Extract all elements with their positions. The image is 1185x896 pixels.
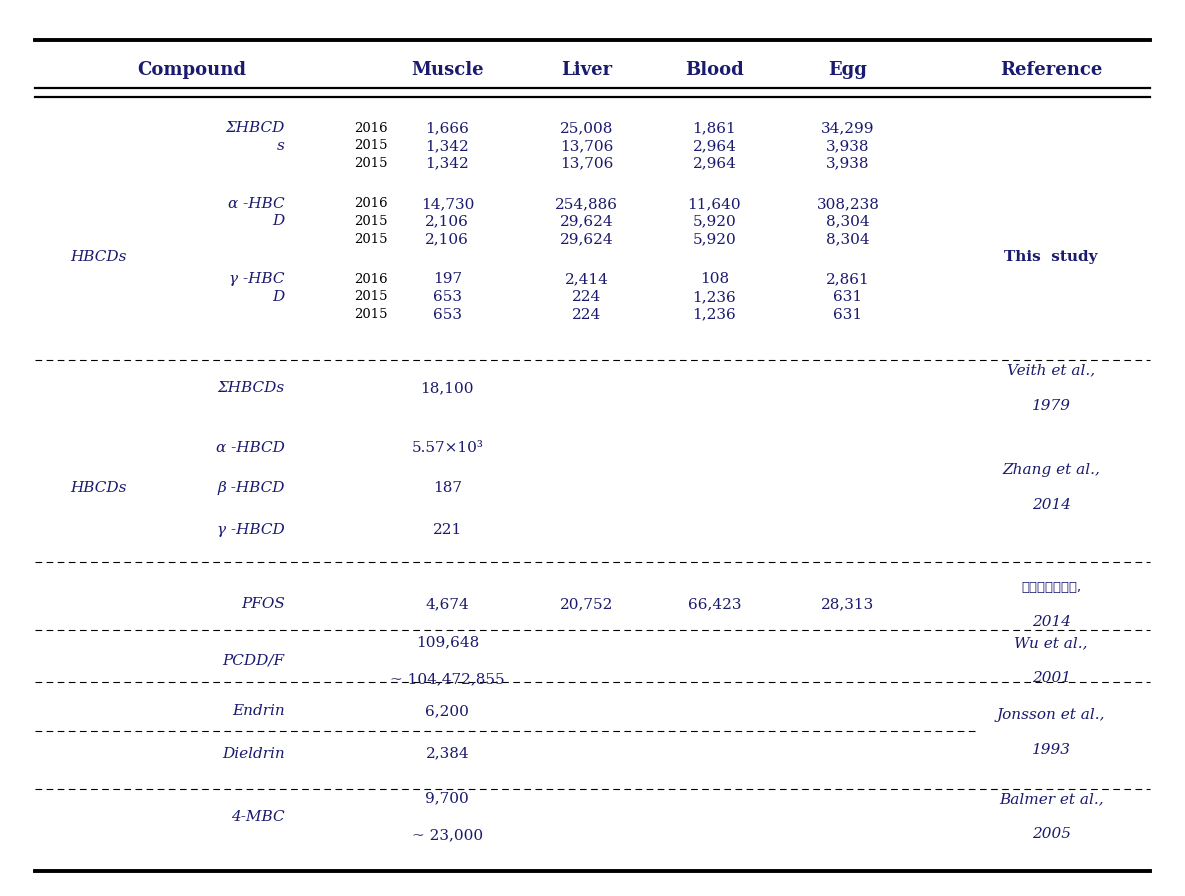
Text: HBCDs: HBCDs bbox=[71, 250, 127, 263]
Text: D: D bbox=[273, 290, 284, 304]
Text: 2,964: 2,964 bbox=[692, 157, 736, 170]
Text: 11,640: 11,640 bbox=[687, 197, 742, 211]
Text: Liver: Liver bbox=[562, 62, 613, 80]
Text: 3,938: 3,938 bbox=[826, 139, 870, 153]
Text: Muscle: Muscle bbox=[411, 62, 483, 80]
Text: 2014: 2014 bbox=[1032, 498, 1071, 512]
Text: 13,706: 13,706 bbox=[561, 157, 614, 170]
Text: 4-MBC: 4-MBC bbox=[231, 810, 284, 823]
Text: D: D bbox=[273, 214, 284, 228]
Text: 29,624: 29,624 bbox=[559, 214, 614, 228]
Text: HBCDs: HBCDs bbox=[71, 480, 127, 495]
Text: 14,730: 14,730 bbox=[421, 197, 474, 211]
Text: 3,938: 3,938 bbox=[826, 157, 870, 170]
Text: 2015: 2015 bbox=[354, 157, 387, 170]
Text: Veith et al.,: Veith et al., bbox=[1007, 364, 1095, 378]
Text: 국립환경과학원,: 국립환경과학원, bbox=[1021, 581, 1081, 594]
Text: 224: 224 bbox=[572, 290, 601, 304]
Text: 2,106: 2,106 bbox=[425, 232, 469, 246]
Text: 2015: 2015 bbox=[354, 233, 387, 246]
Text: 631: 631 bbox=[833, 307, 863, 322]
Text: 2015: 2015 bbox=[354, 140, 387, 152]
Text: s: s bbox=[277, 139, 284, 153]
Text: 1993: 1993 bbox=[1032, 743, 1071, 757]
Text: 1,861: 1,861 bbox=[692, 121, 736, 135]
Text: ~ 104,472,855: ~ 104,472,855 bbox=[390, 672, 505, 686]
Text: PCDD/F: PCDD/F bbox=[223, 653, 284, 668]
Text: Compound: Compound bbox=[137, 62, 246, 80]
Text: 221: 221 bbox=[433, 522, 462, 537]
Text: 1,666: 1,666 bbox=[425, 121, 469, 135]
Text: 34,299: 34,299 bbox=[821, 121, 875, 135]
Text: Reference: Reference bbox=[1000, 62, 1102, 80]
Text: 2,964: 2,964 bbox=[692, 139, 736, 153]
Text: This  study: This study bbox=[1005, 250, 1098, 263]
Text: Balmer et al.,: Balmer et al., bbox=[999, 792, 1103, 806]
Text: 224: 224 bbox=[572, 307, 601, 322]
Text: PFOS: PFOS bbox=[241, 598, 284, 611]
Text: 1,342: 1,342 bbox=[425, 157, 469, 170]
Text: ΣHBCD: ΣHBCD bbox=[225, 121, 284, 135]
Text: 653: 653 bbox=[433, 290, 462, 304]
Text: Endrin: Endrin bbox=[232, 704, 284, 719]
Text: 1979: 1979 bbox=[1032, 399, 1071, 413]
Text: 9,700: 9,700 bbox=[425, 791, 469, 806]
Text: 197: 197 bbox=[433, 272, 462, 287]
Text: 5,920: 5,920 bbox=[692, 214, 736, 228]
Text: 29,624: 29,624 bbox=[559, 232, 614, 246]
Text: 2014: 2014 bbox=[1032, 615, 1071, 629]
Text: Blood: Blood bbox=[685, 62, 744, 80]
Text: 28,313: 28,313 bbox=[821, 598, 875, 611]
Text: 2015: 2015 bbox=[354, 215, 387, 228]
Text: 2,106: 2,106 bbox=[425, 214, 469, 228]
Text: 2001: 2001 bbox=[1032, 671, 1071, 685]
Text: 2015: 2015 bbox=[354, 290, 387, 304]
Text: 108: 108 bbox=[700, 272, 729, 287]
Text: 1,342: 1,342 bbox=[425, 139, 469, 153]
Text: 1,236: 1,236 bbox=[692, 307, 736, 322]
Text: 2016: 2016 bbox=[354, 197, 387, 211]
Text: Jonsson et al.,: Jonsson et al., bbox=[997, 708, 1106, 722]
Text: 2005: 2005 bbox=[1032, 827, 1071, 841]
Text: α -HBCD: α -HBCD bbox=[216, 441, 284, 455]
Text: 25,008: 25,008 bbox=[561, 121, 614, 135]
Text: 4,674: 4,674 bbox=[425, 598, 469, 611]
Text: β -HBCD: β -HBCD bbox=[217, 480, 284, 495]
Text: 308,238: 308,238 bbox=[816, 197, 879, 211]
Text: ΣHBCDs: ΣHBCDs bbox=[218, 382, 284, 395]
Text: 109,648: 109,648 bbox=[416, 635, 479, 649]
Text: 2,414: 2,414 bbox=[565, 272, 609, 287]
Text: 6,200: 6,200 bbox=[425, 704, 469, 719]
Text: 631: 631 bbox=[833, 290, 863, 304]
Text: 2,384: 2,384 bbox=[425, 746, 469, 761]
Text: Wu et al.,: Wu et al., bbox=[1014, 636, 1088, 650]
Text: 187: 187 bbox=[433, 480, 462, 495]
Text: γ -HBCD: γ -HBCD bbox=[217, 522, 284, 537]
Text: 13,706: 13,706 bbox=[561, 139, 614, 153]
Text: 8,304: 8,304 bbox=[826, 214, 870, 228]
Text: α -HBC: α -HBC bbox=[229, 197, 284, 211]
Text: 2015: 2015 bbox=[354, 308, 387, 321]
Text: 2016: 2016 bbox=[354, 273, 387, 286]
Text: 66,423: 66,423 bbox=[687, 598, 741, 611]
Text: 8,304: 8,304 bbox=[826, 232, 870, 246]
Text: ~ 23,000: ~ 23,000 bbox=[411, 828, 483, 842]
Text: 2016: 2016 bbox=[354, 122, 387, 135]
Text: 254,886: 254,886 bbox=[556, 197, 619, 211]
Text: 18,100: 18,100 bbox=[421, 382, 474, 395]
Text: γ -HBC: γ -HBC bbox=[229, 272, 284, 287]
Text: Zhang et al.,: Zhang et al., bbox=[1003, 463, 1100, 477]
Text: 653: 653 bbox=[433, 307, 462, 322]
Text: 20,752: 20,752 bbox=[561, 598, 614, 611]
Text: 5.57×10³: 5.57×10³ bbox=[411, 441, 483, 455]
Text: 1,236: 1,236 bbox=[692, 290, 736, 304]
Text: Dieldrin: Dieldrin bbox=[222, 746, 284, 761]
Text: 2,861: 2,861 bbox=[826, 272, 870, 287]
Text: 5,920: 5,920 bbox=[692, 232, 736, 246]
Text: Egg: Egg bbox=[828, 62, 867, 80]
